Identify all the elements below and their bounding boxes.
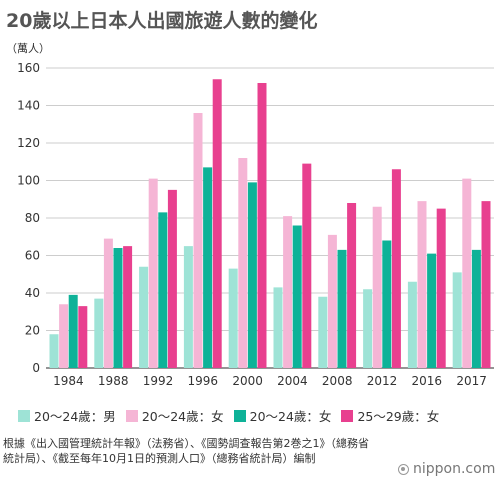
legend-label: 20～24歲：女 xyxy=(249,409,332,424)
legend-swatch xyxy=(18,409,30,422)
logo-icon xyxy=(398,463,409,475)
bar-1992-series-3 xyxy=(158,212,168,368)
bars xyxy=(49,79,491,368)
bar-1988-series-1 xyxy=(94,298,104,368)
chart-title: 20歲以上日本人出國旅遊人數的變化 xyxy=(6,10,318,32)
x-tick-label: 1992 xyxy=(143,374,174,388)
y-axis-unit-label: （萬人） xyxy=(6,42,50,55)
legend-item: 20～24歲：男 xyxy=(18,406,116,425)
logo-text: nippon.com xyxy=(413,461,496,477)
bar-2012-series-2 xyxy=(372,206,382,368)
legend-label: 20～24歲：男 xyxy=(34,409,116,424)
bar-1984-series-3 xyxy=(68,294,78,368)
bar-2000-series-3 xyxy=(247,182,257,368)
legend-item: 20～24歲：女 xyxy=(233,406,332,425)
bar-2008-series-3 xyxy=(337,249,347,368)
bar-1984-series-2 xyxy=(59,304,69,368)
legend-label: 20～24歲：女 xyxy=(141,409,224,424)
legend-swatch xyxy=(341,409,354,422)
x-tick-label: 1988 xyxy=(98,374,129,388)
y-tick-label: 20 xyxy=(25,324,40,338)
bar-1996-series-1 xyxy=(183,246,193,368)
legend-swatch xyxy=(125,409,138,422)
bar-2000-series-4 xyxy=(257,83,267,368)
bar-2008-series-1 xyxy=(318,296,328,368)
nippon-logo: nippon.com xyxy=(398,461,495,477)
x-tick-label: 2012 xyxy=(367,374,398,388)
legend-item: 25～29歲：女 xyxy=(341,406,439,425)
bar-2000-series-2 xyxy=(238,158,248,368)
bar-1992-series-2 xyxy=(148,178,158,368)
bar-chart: 0 20 40 60 80 100 120 140 160 1984 1988 1992 1996 20… xyxy=(17,61,494,388)
bar-1992-series-4 xyxy=(167,189,177,368)
y-tick-label: 140 xyxy=(17,99,40,113)
bar-1988-series-3 xyxy=(113,248,123,368)
bar-2016-series-4 xyxy=(436,208,446,368)
legend-swatch xyxy=(233,409,246,422)
y-tick-label: 120 xyxy=(17,136,40,150)
y-tick-label: 0 xyxy=(32,361,40,375)
y-tick-label: 40 xyxy=(25,286,40,300)
bar-2008-series-4 xyxy=(347,203,357,368)
y-tick-label: 80 xyxy=(25,211,40,225)
bar-1984-series-4 xyxy=(78,306,88,368)
bar-2016-series-1 xyxy=(407,281,417,368)
bar-1988-series-2 xyxy=(103,238,113,368)
bar-2008-series-2 xyxy=(327,234,337,368)
legend: 20～24歲：男 20～24歲：女 20～24歲：女 25～29歲：女 xyxy=(18,406,498,425)
y-tick-label: 60 xyxy=(25,249,40,263)
bar-2012-series-1 xyxy=(363,289,373,368)
x-tick-label: 2016 xyxy=(412,374,443,388)
bar-1996-series-4 xyxy=(212,79,222,368)
x-tick-label: 2004 xyxy=(277,374,308,388)
bar-2017-series-4 xyxy=(481,201,491,368)
x-axis-ticks: 1984 1988 1992 1996 2000 2004 2008 2012 2016 2017 xyxy=(53,374,487,388)
bar-1988-series-4 xyxy=(123,246,133,368)
bar-2017-series-3 xyxy=(471,249,481,368)
bar-2004-series-1 xyxy=(273,287,283,368)
bar-2000-series-1 xyxy=(228,268,238,368)
bar-2004-series-3 xyxy=(292,225,302,368)
y-tick-label: 100 xyxy=(17,174,40,188)
bar-2016-series-2 xyxy=(417,201,427,368)
legend-item: 20～24歲：女 xyxy=(125,406,224,425)
bar-2004-series-2 xyxy=(283,216,293,368)
y-axis-ticks: 0 20 40 60 80 100 120 140 160 xyxy=(17,61,40,375)
bar-1992-series-1 xyxy=(139,266,149,368)
source-note: 根據《出入國管理統計年報》（法務省）、《國勢調查報告第2巻之1》（總務省統計局）… xyxy=(3,437,369,465)
bar-2004-series-4 xyxy=(302,163,312,368)
x-tick-label: 1984 xyxy=(53,374,84,388)
gridlines xyxy=(46,67,494,369)
legend-label: 25～29歲：女 xyxy=(357,409,440,424)
bar-1984-series-1 xyxy=(49,334,59,368)
bar-2017-series-1 xyxy=(452,272,462,368)
x-tick-label: 2008 xyxy=(322,374,353,388)
x-tick-label: 1996 xyxy=(188,374,219,388)
bar-1996-series-3 xyxy=(203,167,213,368)
bar-2012-series-4 xyxy=(391,169,401,368)
bar-2016-series-3 xyxy=(427,253,437,368)
bar-2017-series-2 xyxy=(462,178,472,368)
x-tick-label: 2017 xyxy=(456,374,487,388)
bar-2012-series-3 xyxy=(382,240,392,368)
bar-1996-series-2 xyxy=(193,113,203,368)
y-tick-label: 160 xyxy=(17,61,40,75)
x-tick-label: 2000 xyxy=(232,374,263,388)
